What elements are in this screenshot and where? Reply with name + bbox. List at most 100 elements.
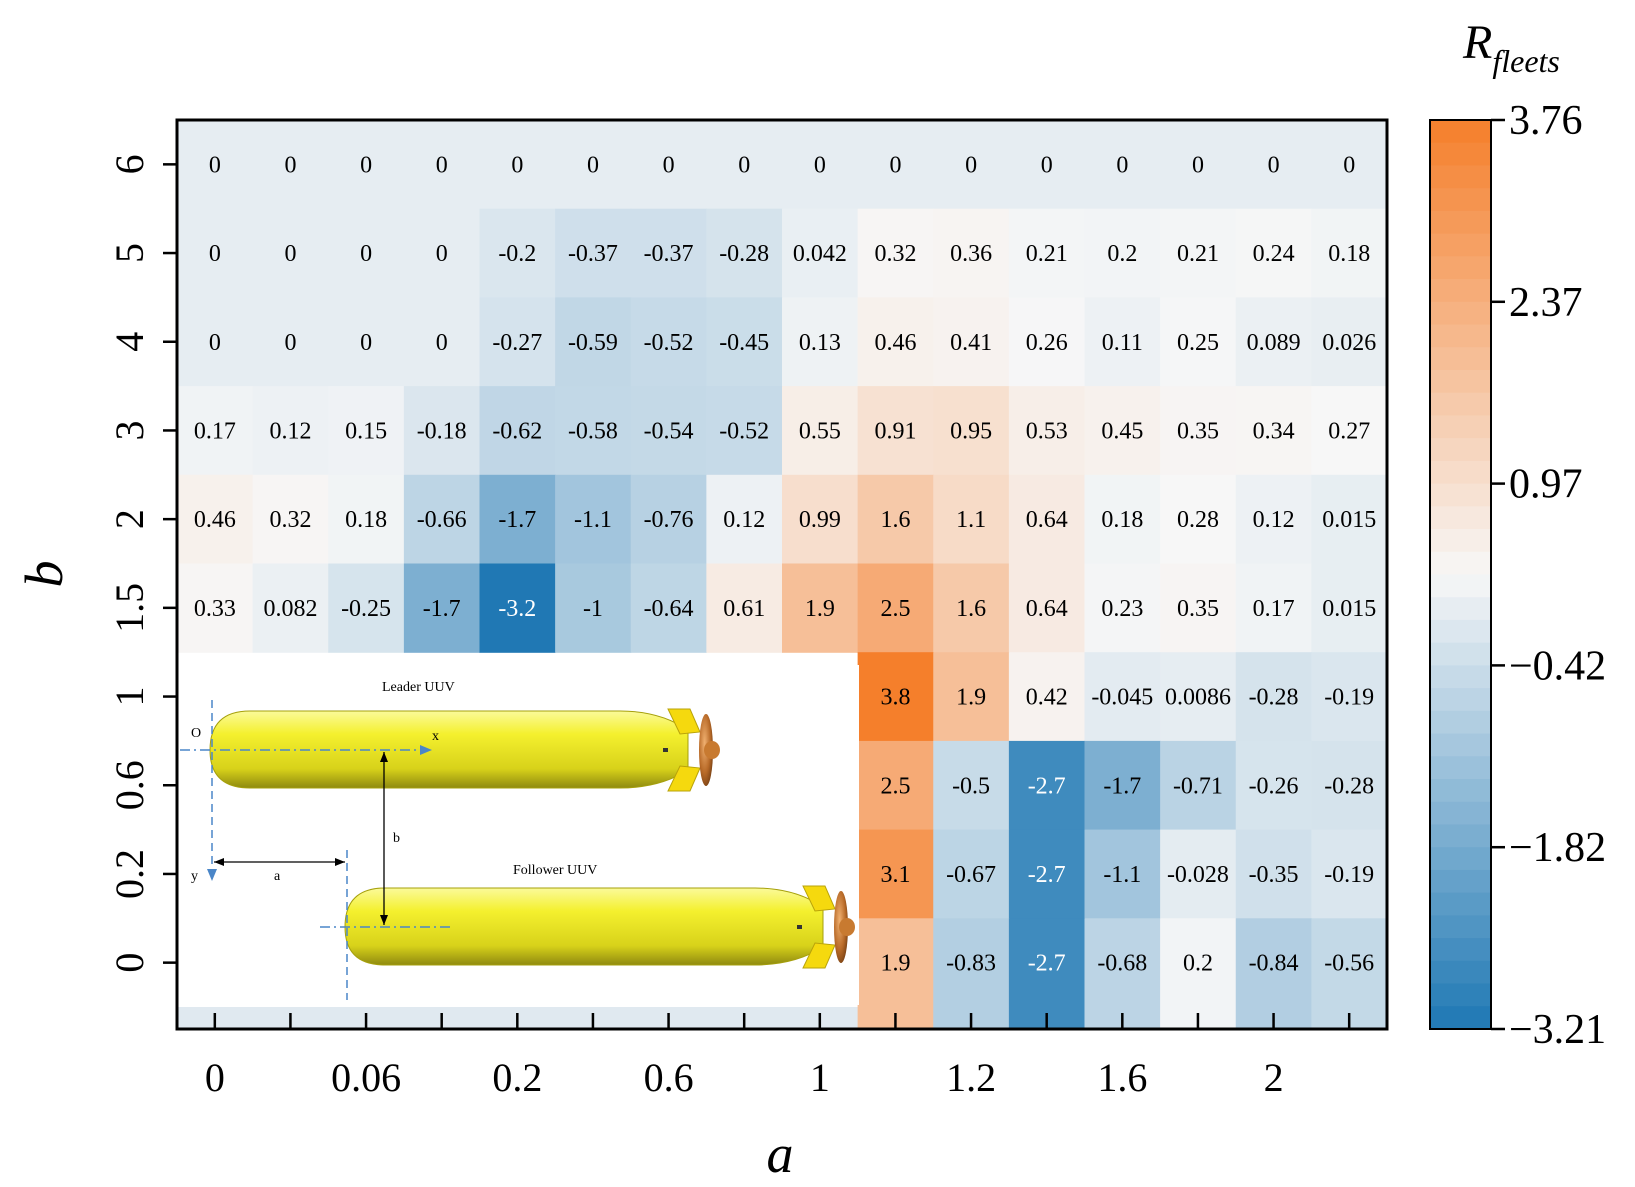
- heatmap-cell-label: 2.5: [880, 773, 910, 799]
- heatmap-cell: [403, 120, 481, 210]
- colorbar-segment: [1430, 324, 1491, 348]
- colorbar-segment: [1430, 460, 1491, 485]
- heatmap-cell-label: -1.7: [423, 596, 461, 622]
- colorbar-segment: [1430, 892, 1491, 916]
- heatmap-cell-label: 0: [436, 241, 448, 267]
- heatmap-cell-label: 0.24: [1253, 241, 1295, 267]
- colorbar-segment: [1430, 551, 1491, 576]
- colorbar-segment: [1430, 847, 1491, 871]
- heatmap-cell: [933, 740, 1010, 831]
- heatmap-cell: [328, 120, 405, 210]
- colorbar-segment: [1430, 279, 1491, 303]
- heatmap-cell-label: -1.1: [1103, 862, 1141, 888]
- heatmap-cell: [1084, 208, 1161, 298]
- colorbar: [1430, 120, 1491, 1030]
- heatmap-cell: [706, 120, 783, 210]
- heatmap-cell: [1311, 563, 1388, 653]
- heatmap-cell-label: -0.45: [719, 330, 769, 356]
- colorbar-segment: [1430, 369, 1491, 394]
- x-tick-label: 2: [1264, 1055, 1284, 1100]
- heatmap-cell-label: 0.17: [1253, 596, 1295, 622]
- colorbar-segment: [1430, 619, 1491, 644]
- x-tick-label: 0.6: [644, 1055, 694, 1100]
- heatmap-cells: [177, 120, 1388, 1029]
- plot-frame: [175, 118, 1389, 1031]
- heatmap-cell: [403, 474, 481, 565]
- heatmap-cell-label: 1.9: [880, 951, 910, 977]
- heatmap-cell: [1311, 829, 1388, 919]
- heatmap-cell: [1084, 563, 1161, 653]
- heatmap-cell-label: -0.18: [417, 418, 467, 444]
- colorbar-tick-label: −3.21: [1509, 1007, 1606, 1053]
- heatmap-cell: [706, 297, 783, 387]
- heatmap-cell-label: 0.11: [1102, 330, 1143, 356]
- heatmap-cell-label: 0.35: [1177, 596, 1219, 622]
- heatmap-cell: [252, 208, 329, 298]
- heatmap-cell-label: 0.2: [1183, 951, 1213, 977]
- heatmap-cell: [1311, 120, 1388, 210]
- heatmap-cell-label: -0.35: [1249, 862, 1299, 888]
- y-tick-label: 5: [107, 243, 152, 263]
- heatmap-cell: [1084, 474, 1161, 565]
- heatmap-cell-label: 0.2: [1107, 241, 1137, 267]
- heatmap-cell: [1311, 208, 1388, 298]
- heatmap-cell: [252, 563, 329, 653]
- heatmap-cell: [328, 297, 405, 387]
- heatmap-cell: [630, 386, 707, 476]
- heatmap-cell-label: 0.95: [950, 418, 992, 444]
- heatmap-cell-label: -0.52: [719, 418, 769, 444]
- heatmap-cell-label: -1.1: [574, 507, 612, 533]
- heatmap-cell-label: 0: [436, 330, 448, 356]
- colorbar-segment: [1430, 165, 1491, 189]
- colorbar-ticks: 3.76 2.37 0.97 −0.42 −1.82 −3.21: [1491, 98, 1606, 1053]
- colorbar-segment: [1430, 506, 1491, 530]
- heatmap-cell-label: 0.26: [1026, 330, 1068, 356]
- heatmap-cell-label: 0: [814, 152, 826, 178]
- heatmap-cell-label: 1.9: [956, 685, 986, 711]
- heatmap-cell: [403, 563, 481, 653]
- heatmap-cell: [403, 208, 481, 298]
- colorbar-title-main: R: [1462, 16, 1492, 69]
- colorbar-segment: [1430, 779, 1491, 803]
- heatmap-cell-label: 0: [663, 152, 675, 178]
- heatmap-cell: [252, 386, 329, 476]
- heatmap-cell-label: 0: [284, 152, 296, 178]
- heatmap-cell-label: 0: [1268, 152, 1280, 178]
- heatmap-cell: [1160, 740, 1237, 831]
- heatmap-cell-label: 0.015: [1322, 507, 1376, 533]
- heatmap-cell-label: 0.23: [1101, 596, 1143, 622]
- heatmap-cell-label: 0.28: [1177, 507, 1219, 533]
- heatmap-cell: [177, 386, 254, 476]
- colorbar-segment: [1430, 574, 1491, 598]
- heatmap-cell: [1235, 829, 1312, 919]
- heatmap-cell-label: -0.28: [1324, 773, 1374, 799]
- colorbar-segment: [1430, 529, 1491, 553]
- heatmap-cell-label: 0.18: [345, 507, 387, 533]
- heatmap-cell: [1235, 918, 1312, 1008]
- heatmap-cell-label: 0.18: [1328, 241, 1370, 267]
- heatmap-cell-label: -0.27: [492, 330, 542, 356]
- heatmap-cell: [630, 563, 707, 653]
- heatmap-cell-label: 0: [889, 152, 901, 178]
- heatmap-cell-label: -0.59: [568, 330, 618, 356]
- colorbar-segment: [1430, 688, 1491, 712]
- heatmap-cell: [177, 297, 254, 387]
- y-tick-label: 2: [107, 509, 152, 529]
- heatmap-cell: [933, 208, 1010, 298]
- heatmap-cell: [857, 918, 934, 1008]
- heatmap-cell-label: 0.042: [793, 241, 847, 267]
- colorbar-segment: [1430, 824, 1491, 848]
- heatmap-cell-label: -1: [583, 596, 603, 622]
- heatmap-cell-label: 0.32: [874, 241, 916, 267]
- y-tick-label: 4: [107, 332, 152, 352]
- colorbar-segment: [1430, 1006, 1491, 1030]
- heatmap-cell-label: 0.34: [1253, 418, 1295, 444]
- heatmap-cell-label: 0.13: [799, 330, 841, 356]
- heatmap-cell-label: -0.84: [1249, 951, 1299, 977]
- heatmap-cell: [1160, 563, 1237, 653]
- heatmap-cell-label: -1.7: [1103, 773, 1141, 799]
- colorbar-segment: [1430, 869, 1491, 894]
- x-axis-title: a: [767, 1124, 794, 1184]
- heatmap-cell: [857, 740, 934, 831]
